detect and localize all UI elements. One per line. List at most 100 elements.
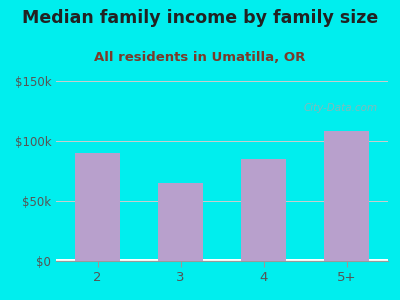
Bar bbox=[56, 260, 388, 261]
Bar bbox=[56, 260, 388, 261]
Bar bbox=[56, 260, 388, 261]
Bar bbox=[56, 260, 388, 261]
Bar bbox=[56, 260, 388, 261]
Bar bbox=[56, 260, 388, 261]
Bar bbox=[56, 259, 388, 260]
Bar bbox=[56, 259, 388, 260]
Bar bbox=[56, 259, 388, 260]
Bar bbox=[56, 260, 388, 261]
Bar bbox=[56, 260, 388, 261]
Bar bbox=[56, 260, 388, 261]
Bar bbox=[56, 260, 388, 261]
Bar bbox=[56, 260, 388, 261]
Bar bbox=[56, 260, 388, 261]
Bar bbox=[56, 260, 388, 261]
Bar bbox=[56, 260, 388, 261]
Bar bbox=[56, 259, 388, 260]
Bar bbox=[56, 259, 388, 260]
Bar bbox=[56, 260, 388, 261]
Bar bbox=[56, 260, 388, 261]
Text: All residents in Umatilla, OR: All residents in Umatilla, OR bbox=[94, 51, 306, 64]
Bar bbox=[56, 260, 388, 261]
Bar bbox=[56, 260, 388, 261]
Bar bbox=[56, 260, 388, 261]
Bar bbox=[56, 259, 388, 260]
Bar bbox=[56, 259, 388, 260]
Bar bbox=[56, 260, 388, 261]
Bar bbox=[56, 260, 388, 261]
Bar bbox=[56, 260, 388, 261]
Bar bbox=[56, 260, 388, 261]
Bar bbox=[56, 260, 388, 261]
Bar bbox=[56, 260, 388, 261]
Bar bbox=[56, 260, 388, 261]
Bar bbox=[56, 260, 388, 261]
Bar bbox=[56, 260, 388, 261]
Bar bbox=[56, 260, 388, 261]
Bar bbox=[56, 260, 388, 261]
Bar bbox=[56, 260, 388, 261]
Bar bbox=[56, 260, 388, 261]
Bar bbox=[56, 260, 388, 261]
Bar bbox=[56, 259, 388, 260]
Bar bbox=[56, 260, 388, 261]
Bar bbox=[56, 260, 388, 261]
Bar bbox=[56, 260, 388, 261]
Bar bbox=[56, 259, 388, 260]
Bar bbox=[56, 259, 388, 260]
Bar bbox=[56, 260, 388, 261]
Bar bbox=[56, 260, 388, 261]
Bar bbox=[56, 260, 388, 261]
Text: City-Data.com: City-Data.com bbox=[304, 103, 378, 112]
Bar bbox=[56, 260, 388, 261]
Bar bbox=[56, 260, 388, 261]
Bar bbox=[56, 260, 388, 261]
Bar bbox=[56, 260, 388, 261]
Bar bbox=[56, 259, 388, 260]
Bar bbox=[56, 259, 388, 260]
Bar bbox=[56, 260, 388, 261]
Bar bbox=[56, 259, 388, 260]
Bar bbox=[56, 260, 388, 261]
Bar bbox=[56, 260, 388, 261]
Bar bbox=[56, 259, 388, 260]
Bar bbox=[56, 260, 388, 261]
Bar bbox=[56, 260, 388, 261]
Bar bbox=[56, 260, 388, 261]
Bar bbox=[56, 260, 388, 261]
Bar bbox=[56, 260, 388, 261]
Text: Median family income by family size: Median family income by family size bbox=[22, 9, 378, 27]
Bar bbox=[56, 259, 388, 260]
Bar bbox=[56, 260, 388, 261]
Bar bbox=[56, 260, 388, 261]
Bar bbox=[75, 153, 120, 261]
Bar bbox=[56, 260, 388, 261]
Bar bbox=[56, 260, 388, 261]
Bar bbox=[56, 260, 388, 261]
Bar bbox=[56, 260, 388, 261]
Bar bbox=[56, 260, 388, 261]
Bar bbox=[56, 260, 388, 261]
Bar bbox=[56, 259, 388, 260]
Bar bbox=[56, 260, 388, 261]
Bar bbox=[56, 259, 388, 260]
Bar bbox=[324, 131, 369, 261]
Bar bbox=[56, 259, 388, 260]
Bar bbox=[56, 260, 388, 261]
Bar bbox=[56, 260, 388, 261]
Bar bbox=[56, 260, 388, 261]
Bar bbox=[56, 260, 388, 261]
Bar bbox=[56, 260, 388, 261]
Bar bbox=[56, 259, 388, 260]
Bar bbox=[56, 260, 388, 261]
Bar bbox=[56, 260, 388, 261]
Bar bbox=[56, 260, 388, 261]
Bar bbox=[56, 259, 388, 260]
Bar bbox=[56, 260, 388, 261]
Bar bbox=[56, 260, 388, 261]
Bar bbox=[56, 260, 388, 261]
Bar bbox=[56, 260, 388, 261]
Bar bbox=[56, 260, 388, 261]
Bar bbox=[56, 260, 388, 261]
Bar bbox=[56, 259, 388, 260]
